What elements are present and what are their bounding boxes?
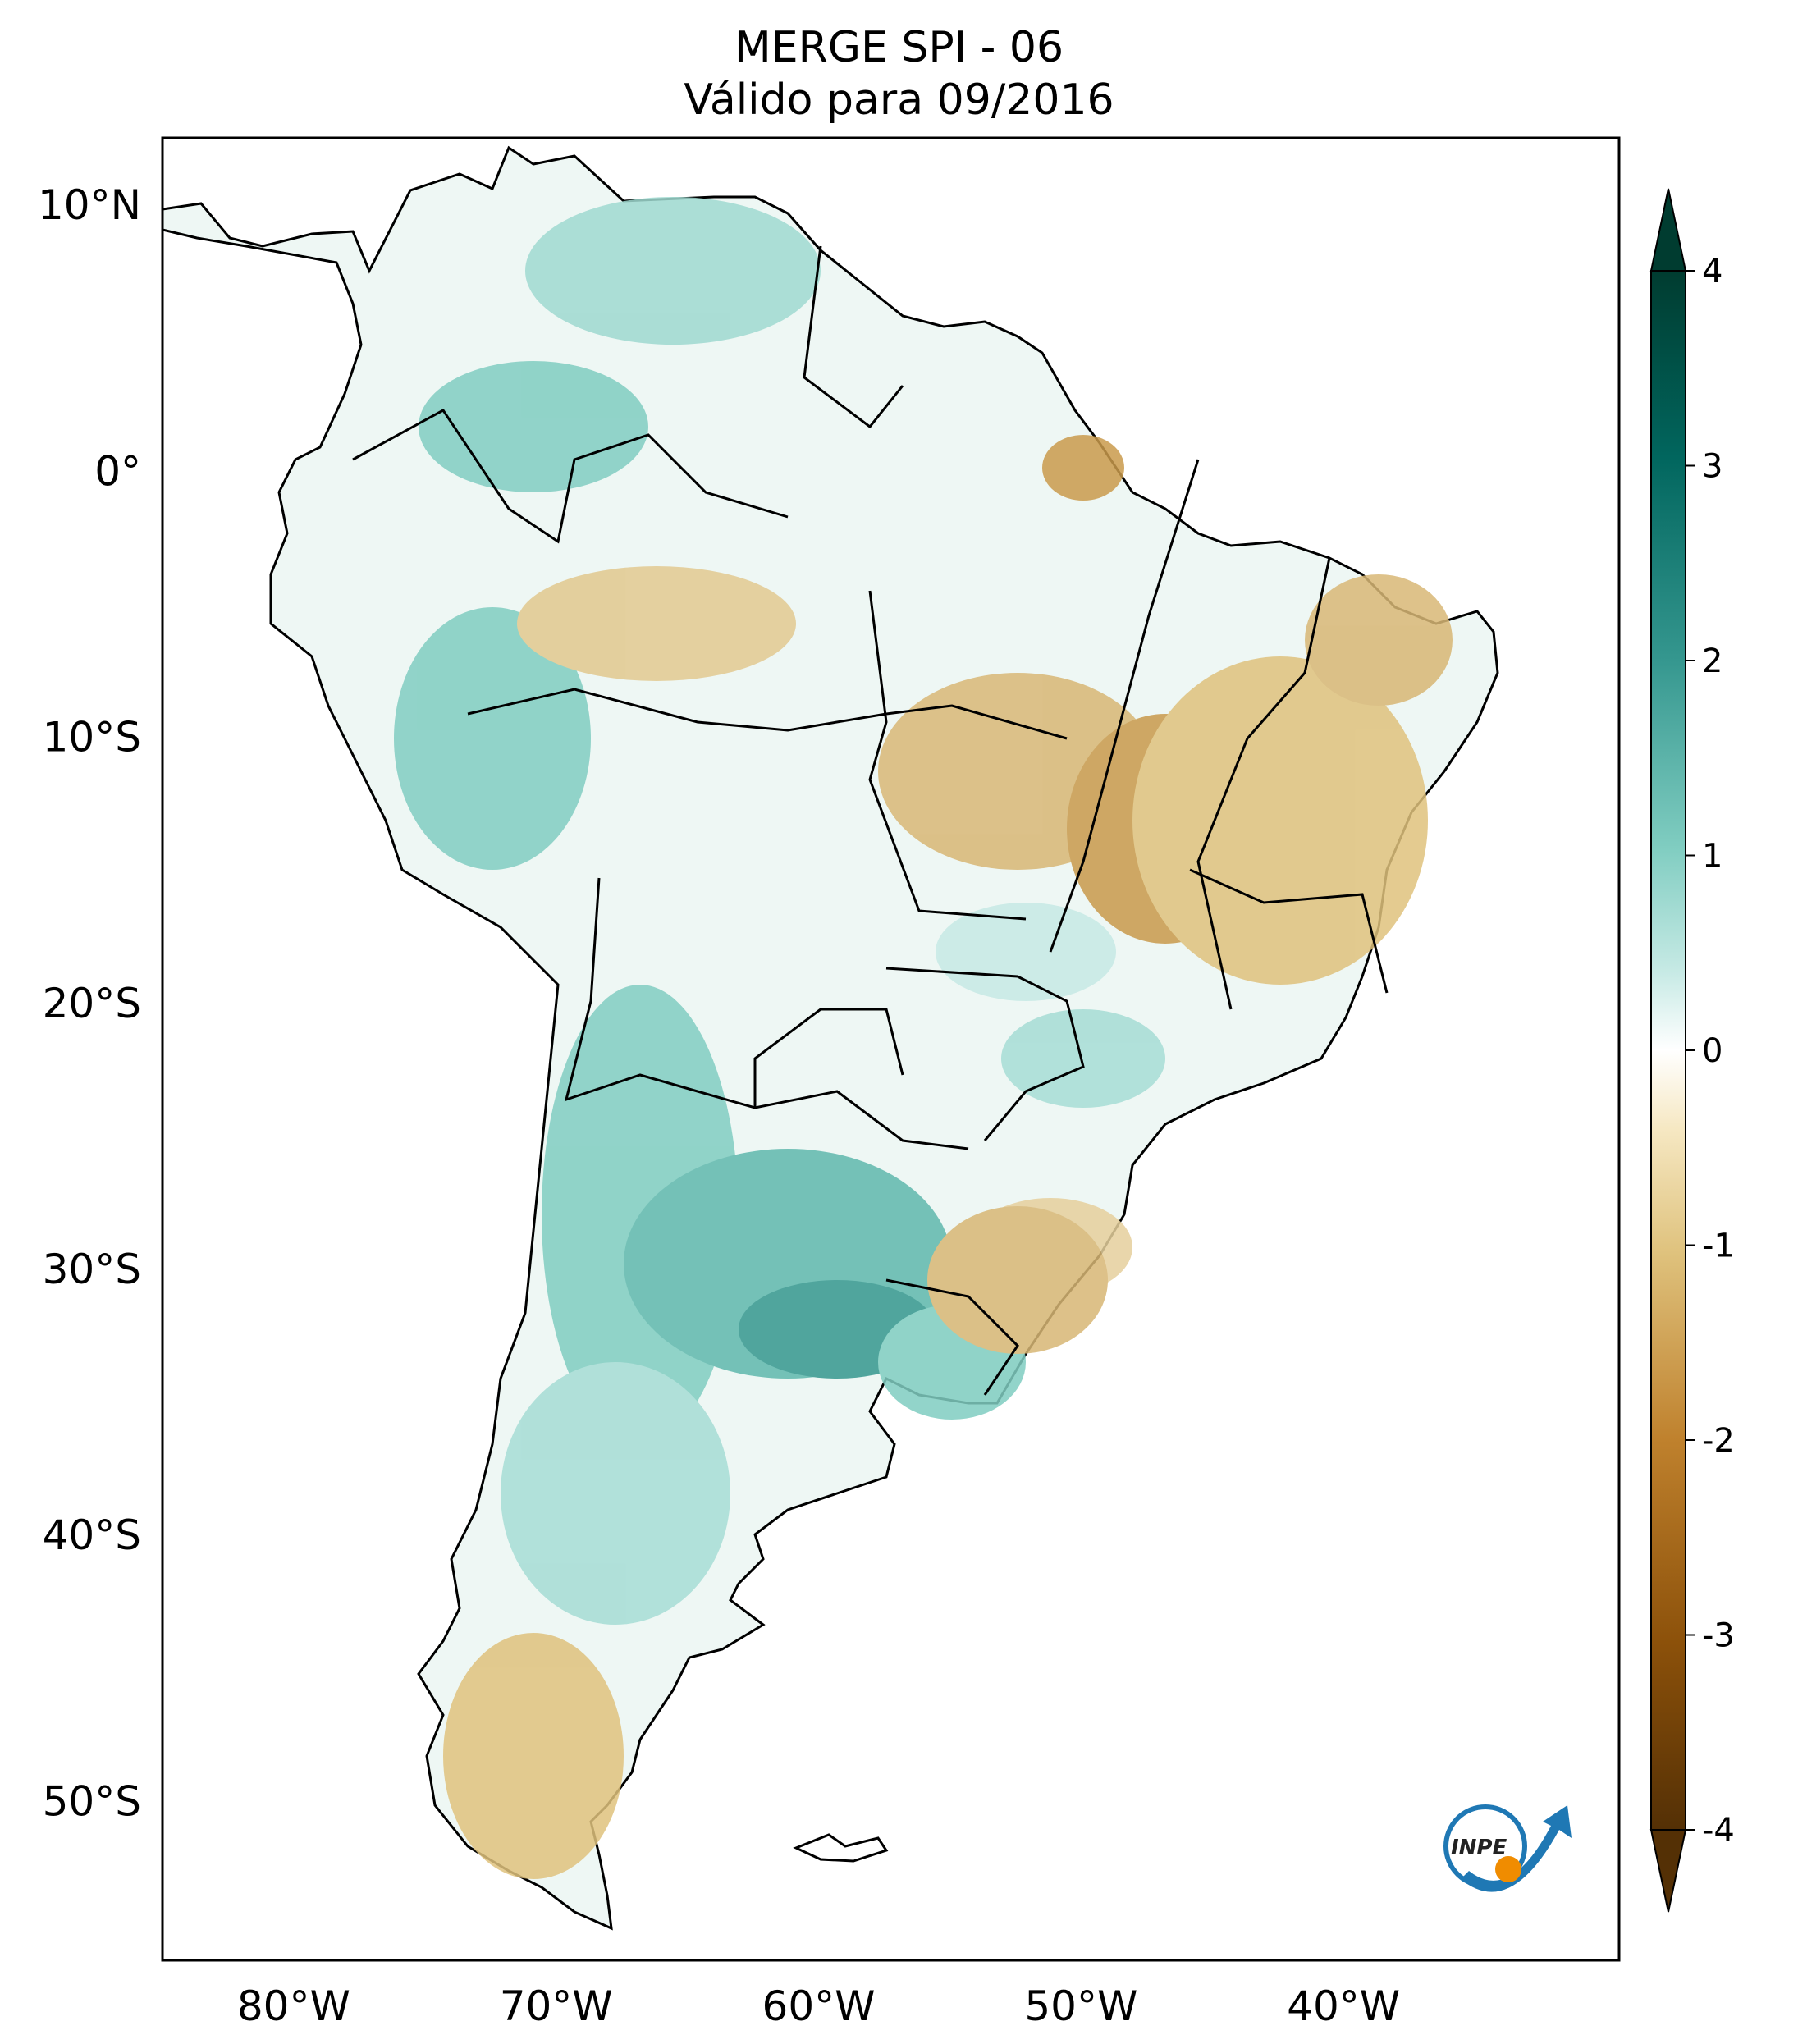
lon-tick-label: 40°W [1287, 1982, 1400, 2030]
colorbar-upper-extension [1649, 188, 1687, 272]
lat-tick-label: 30°S [43, 1246, 141, 1293]
colorbar-lower-extension [1649, 1829, 1687, 1913]
country-borders [352, 245, 1389, 1396]
lat-tick-label: 40°S [43, 1511, 141, 1559]
lat-tick-label: 10°S [43, 714, 141, 761]
continent-layer [162, 145, 1499, 1931]
lat-tick-label: 50°S [43, 1777, 141, 1825]
colorbar-tick-label: 0 [1702, 1032, 1723, 1070]
south-america-land [162, 145, 1499, 1931]
inpe-logo: INPE [1443, 1804, 1572, 1892]
colorbar-tick-label: -4 [1702, 1812, 1735, 1850]
colorbar-tick-label: -3 [1702, 1617, 1735, 1655]
colorbar-tick-label: -2 [1702, 1422, 1735, 1460]
lat-tick-label: 0° [94, 447, 141, 495]
colorbar-tick-label: 4 [1702, 253, 1723, 290]
colorbar-tick-label: 3 [1702, 448, 1723, 486]
lat-tick-label: 20°S [43, 980, 141, 1027]
colorbar-gradient [1650, 270, 1686, 1831]
map-axes: 10°N 0° 10°S 20°S 30°S 40°S 50°S 80°W 70°W 60°W 50… [38, 181, 1400, 2030]
lon-tick-label: 50°W [1024, 1982, 1137, 2030]
lon-tick-label: 60°W [762, 1982, 876, 2030]
map-frame [161, 136, 1621, 1962]
map-subtitle: Válido para 09/2016 [684, 75, 1114, 125]
lon-tick-label: 80°W [237, 1982, 350, 2030]
falkland-islands [793, 1833, 889, 1863]
logo-text: INPE [1451, 1836, 1507, 1860]
lat-tick-label: 10°N [38, 181, 141, 229]
colorbar-tick-label: 1 [1702, 838, 1723, 876]
map-title: MERGE SPI - 06 [734, 23, 1064, 72]
colorbar-tick-label: 2 [1702, 642, 1723, 680]
logo-sun-icon [1495, 1856, 1521, 1882]
colorbar: 4 3 2 1 0 -1 -2 -3 -4 [1649, 188, 1735, 1913]
colorbar-tick-label: -1 [1702, 1228, 1735, 1265]
lon-tick-label: 70°W [500, 1982, 613, 2030]
colorbar-ticks: 4 3 2 1 0 -1 -2 -3 -4 [1686, 253, 1735, 1850]
